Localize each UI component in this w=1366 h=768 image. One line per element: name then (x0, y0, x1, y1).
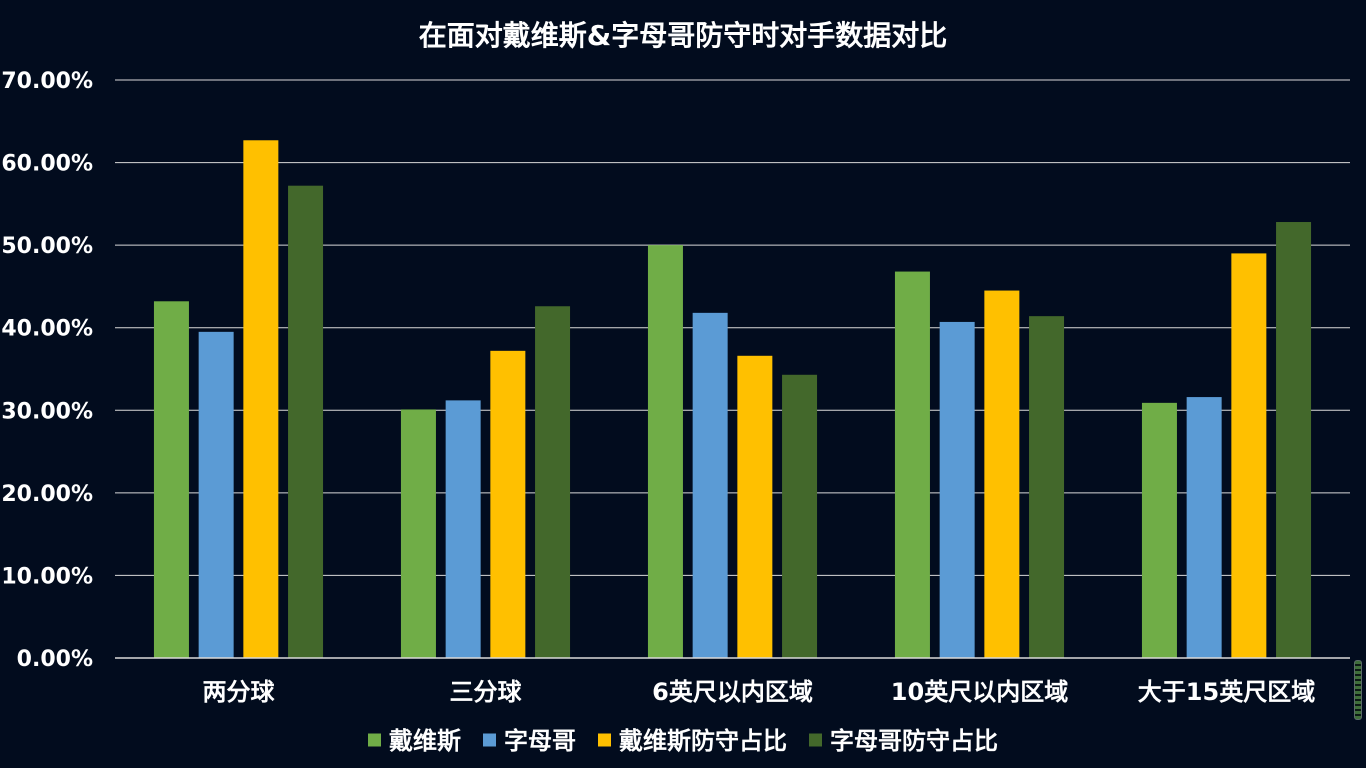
bars (153, 140, 1312, 659)
bar (782, 374, 818, 658)
bar (939, 321, 975, 658)
bar (1141, 402, 1177, 658)
y-tick-label: 0.00% (17, 647, 93, 672)
legend: 戴维斯 字母哥 戴维斯防守占比 字母哥防守占比 (368, 727, 998, 755)
y-tick-label: 10.00% (1, 564, 93, 589)
bar (445, 400, 481, 658)
bar (984, 290, 1020, 658)
category-label: 三分球 (450, 678, 523, 706)
legend-swatch (368, 733, 381, 747)
bar (243, 140, 279, 658)
category-label: 6英尺以内区域 (652, 678, 813, 706)
bar (490, 350, 526, 658)
bar (535, 306, 571, 658)
bar (1186, 397, 1222, 658)
legend-item: 字母哥 (483, 727, 576, 755)
y-tick-label: 60.00% (1, 152, 93, 177)
y-tick-label: 30.00% (1, 399, 93, 424)
legend-label: 字母哥 (504, 727, 576, 755)
y-tick-label: 20.00% (1, 482, 93, 507)
y-tick-label: 50.00% (1, 234, 93, 259)
category-label: 大于15英尺区域 (1138, 678, 1315, 706)
legend-swatch (598, 733, 611, 747)
bar (198, 331, 234, 658)
bar (692, 312, 728, 658)
y-axis-tick-labels: 0.00% 10.00% 20.00% 30.00% 40.00% 50.00% 60.00… (1, 69, 93, 672)
chart-title: 在面对戴维斯&字母哥防守时对手数据对比 (419, 19, 947, 52)
legend-swatch (809, 733, 822, 747)
legend-swatch (483, 733, 496, 747)
legend-item: 戴维斯防守占比 (598, 727, 787, 755)
category-labels: 两分球 三分球 6英尺以内区域 10英尺以内区域 大于15英尺区域 (203, 678, 1316, 706)
bar (400, 409, 436, 658)
category-label: 两分球 (203, 678, 276, 706)
bar (894, 271, 930, 658)
bar (737, 355, 773, 658)
y-tick-label: 70.00% (1, 69, 93, 94)
bar (288, 185, 324, 659)
y-tick-label: 40.00% (1, 317, 93, 342)
scroll-indicator (1354, 660, 1362, 720)
bar (1029, 316, 1065, 658)
bar (1276, 222, 1312, 658)
category-label: 10英尺以内区域 (891, 678, 1068, 706)
legend-label: 戴维斯 (389, 727, 461, 755)
legend-item: 戴维斯 (368, 727, 461, 755)
bar (153, 301, 189, 658)
bar (1231, 253, 1267, 658)
bar (647, 245, 683, 658)
legend-label: 字母哥防守占比 (830, 727, 998, 755)
legend-item: 字母哥防守占比 (809, 727, 998, 755)
legend-label: 戴维斯防守占比 (619, 727, 787, 755)
